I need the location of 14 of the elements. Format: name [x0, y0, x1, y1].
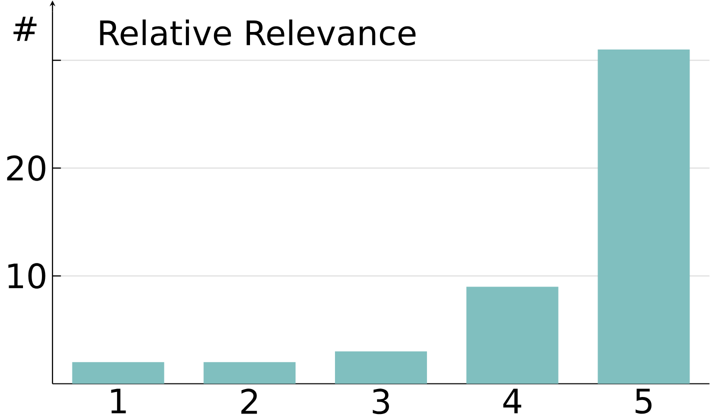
bar	[334, 351, 427, 384]
x-tick-label: 2	[241, 388, 257, 414]
x-tick-label: 4	[503, 388, 522, 414]
x-tick-label: 3	[372, 388, 389, 414]
bar	[466, 286, 558, 384]
x-tick-label: 1	[111, 388, 126, 414]
x-tick-label: 5	[636, 388, 652, 414]
bar	[598, 50, 690, 384]
y-axis-title: #	[13, 16, 37, 41]
chart-title: Relative Relevance	[100, 20, 416, 46]
bar	[204, 362, 296, 384]
y-tick-label: 10	[8, 263, 46, 289]
y-tick-label: 20	[7, 155, 46, 181]
bar	[72, 362, 164, 384]
